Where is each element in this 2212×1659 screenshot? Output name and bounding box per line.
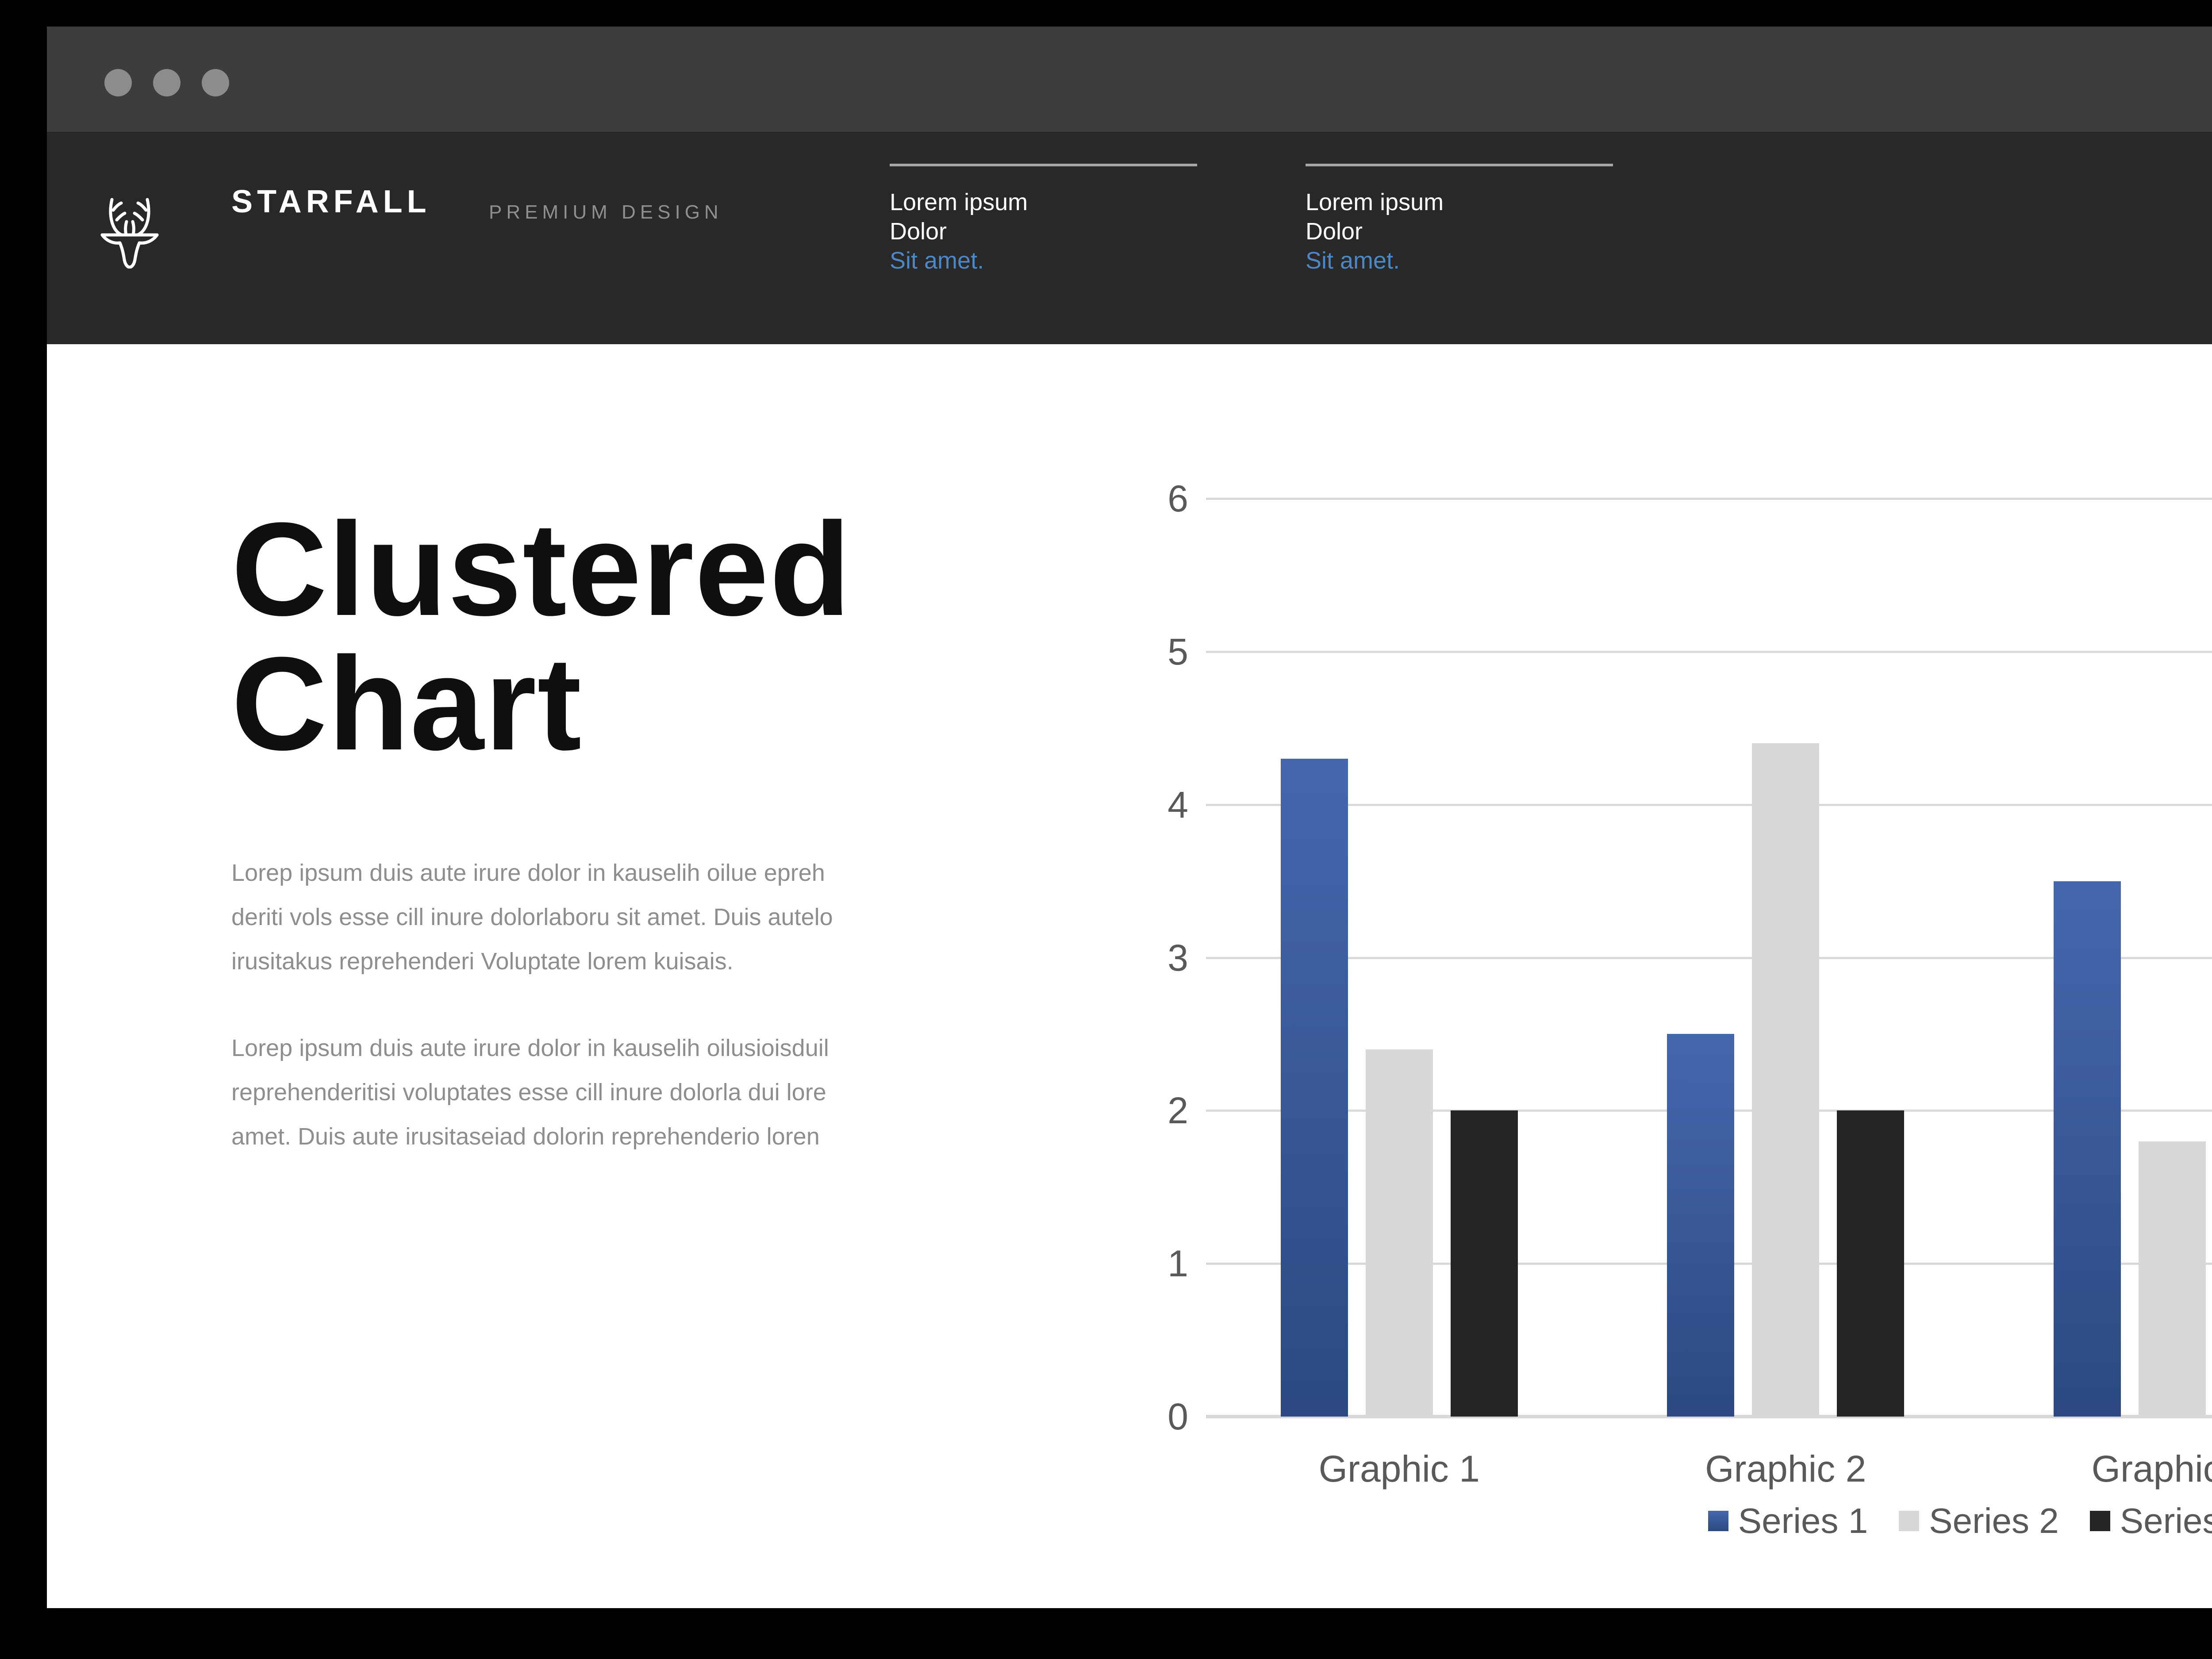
gridline [1206,1415,2212,1418]
brand-name: STARFALL [231,184,431,219]
header: STARFALL PREMIUM DESIGN Lorem ipsum Dolo… [47,132,2212,344]
x-axis-label: Graphic 2 [1705,1448,1866,1490]
window-control-dot [153,69,180,96]
y-axis-tick-label: 1 [1167,1243,1188,1285]
legend-label: Series 3 [2120,1501,2212,1540]
gridline [1206,956,2212,959]
nav-item-2: Lorem ipsum Dolor Sit amet. [1306,164,1613,275]
next-button[interactable] [231,1266,378,1413]
y-axis-tick-label: 2 [1167,1090,1188,1132]
bar-series-1 [1280,758,1348,1417]
y-axis-tick-label: 5 [1167,630,1188,672]
y-axis-tick-label: 4 [1167,783,1188,826]
x-axis-label: Graphic 1 [1318,1448,1480,1490]
window-control-dot [104,69,132,96]
window-control-dot [202,69,229,96]
bar-series-2 [1752,743,1820,1417]
legend-item: Series 1 [1708,1501,1868,1541]
legend-label: Series 1 [1738,1501,1868,1540]
body-paragraph: Lorep ipsum duis aute irure dolor in kau… [231,1035,829,1150]
arrow-right-icon [276,1325,344,1354]
bar-series-1 [1667,1034,1735,1417]
gridline [1206,650,2212,653]
bar-series-2 [1365,1049,1433,1417]
legend-swatch [1899,1511,1920,1531]
bar-series-3 [1837,1110,1905,1417]
chart-legend: Series 1 Series 2 Series 3 [1206,1501,2212,1541]
y-axis-tick-label: 6 [1167,478,1188,519]
gridline [1206,803,2212,806]
legend-item: Series 3 [2089,1501,2212,1541]
window-control-dots [104,69,229,96]
window-chrome-bar [47,27,2212,132]
bar-series-1 [2053,881,2121,1417]
gridline [1206,498,2212,500]
slide-content: Clustered Chart Lorep ipsum duis aute ir… [47,344,2212,1608]
slide-title: Clustered Chart [231,495,852,778]
app-window: STARFALL PREMIUM DESIGN Lorem ipsum Dolo… [47,27,2212,1608]
brand-tagline: PREMIUM DESIGN [489,201,723,223]
nav-item-1: Lorem ipsum Dolor Sit amet. [890,164,1197,275]
legend-label: Series 2 [1929,1501,2059,1540]
legend-item: Series 2 [1899,1501,2059,1541]
x-axis-label: Graphic 3 [2091,1448,2212,1490]
nav-item-link[interactable]: Sit amet. [1306,247,1400,274]
y-axis-tick-label: 0 [1167,1396,1188,1437]
nav-item-text: Lorem ipsum Dolor [1306,189,1444,245]
bar-series-3 [1450,1110,1518,1417]
bar-series-2 [2138,1141,2206,1417]
legend-swatch [2089,1511,2110,1531]
deer-logo-icon [100,198,159,269]
nav-item-text: Lorem ipsum Dolor [890,189,1028,245]
body-paragraph: Lorep ipsum duis aute irure dolor in kau… [231,860,833,975]
nav-item-link[interactable]: Sit amet. [890,247,984,274]
legend-swatch [1708,1511,1728,1531]
y-axis-tick-label: 3 [1167,937,1188,979]
